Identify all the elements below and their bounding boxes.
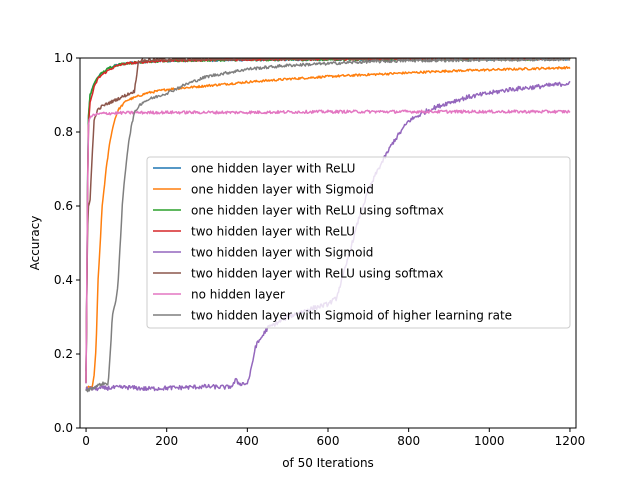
legend-label: one hidden layer with ReLU using softmax (191, 204, 444, 218)
legend-label: one hidden layer with Sigmoid (191, 183, 374, 197)
series-line-2 (85, 65, 571, 389)
legend-label: two hidden layer with Sigmoid of higher … (191, 309, 512, 323)
legend-label: two hidden layer with Sigmoid (191, 246, 373, 260)
x-tick-label: 200 (155, 434, 178, 448)
legend-label: two hidden layer with ReLU using softmax (191, 267, 443, 281)
series-line-8 (85, 58, 571, 393)
legend: one hidden layer with ReLU one hidden lay… (146, 156, 571, 329)
y-axis-ticks: 0.0 0.2 0.4 0.6 0.8 1.0 (54, 51, 80, 435)
x-tick-label: 1000 (474, 434, 505, 448)
legend-box (146, 156, 571, 329)
legend-label: no hidden layer (191, 288, 285, 302)
y-tick-label: 0.4 (54, 273, 73, 287)
x-tick-label: 1200 (555, 434, 586, 448)
y-tick-label: 0.2 (54, 347, 73, 361)
x-axis-label: of 50 Iterations (282, 456, 374, 470)
y-tick-label: 0.0 (54, 421, 73, 435)
y-tick-label: 1.0 (54, 51, 73, 65)
x-tick-label: 600 (317, 434, 340, 448)
legend-label: two hidden layer with ReLU (191, 225, 355, 239)
y-tick-label: 0.8 (54, 125, 73, 139)
x-tick-label: 400 (236, 434, 259, 448)
series-line-7 (85, 109, 571, 384)
x-tick-label: 800 (397, 434, 420, 448)
y-tick-label: 0.6 (54, 199, 73, 213)
legend-label: one hidden layer with ReLU (191, 162, 355, 176)
y-axis-label: Accuracy (28, 216, 42, 271)
x-tick-label: 0 (82, 434, 90, 448)
x-axis-ticks: 0 200 400 600 800 1000 1200 (82, 428, 585, 448)
